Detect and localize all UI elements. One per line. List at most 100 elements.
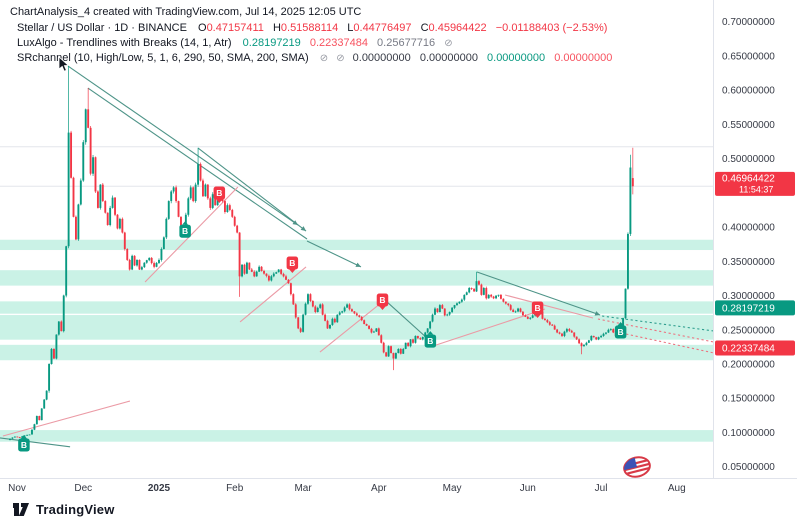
candle-body bbox=[490, 294, 493, 297]
candle-body bbox=[292, 294, 295, 305]
time-axis-label[interactable]: Dec bbox=[74, 483, 92, 494]
candle-body bbox=[526, 316, 529, 319]
candle-body bbox=[597, 337, 600, 340]
candle-body bbox=[573, 332, 576, 337]
ohlc-high-value: 0.51588114 bbox=[280, 22, 339, 34]
candle-body bbox=[72, 177, 75, 217]
candle-body bbox=[509, 305, 512, 310]
price-axis-label: 0.55000000 bbox=[722, 120, 775, 131]
bearish-break-label[interactable]: B bbox=[376, 293, 389, 310]
symbol-title[interactable]: Stellar / US Dollar · 1D · BINANCE bbox=[17, 22, 187, 34]
candle-body bbox=[495, 295, 498, 299]
time-axis-label[interactable]: 2025 bbox=[148, 483, 171, 494]
time-axis-label[interactable]: Mar bbox=[294, 483, 312, 494]
flag-sticker-icon[interactable] bbox=[620, 453, 654, 486]
trendline-arrowhead bbox=[300, 226, 307, 232]
bullish-break-label[interactable]: B bbox=[614, 322, 627, 339]
candle-body bbox=[443, 308, 446, 316]
candle-body bbox=[456, 303, 458, 306]
tradingview-logo[interactable]: TradingView bbox=[13, 502, 115, 517]
candle-body bbox=[434, 308, 436, 315]
candlestick-series bbox=[9, 65, 634, 441]
hidden-value-icon[interactable]: ⊘ bbox=[336, 53, 345, 64]
time-axis-area[interactable] bbox=[0, 479, 797, 528]
teal-trendline[interactable] bbox=[87, 87, 308, 240]
srchannel-legend[interactable]: SRchannel (10, High/Low, 5, 1, 6, 290, 5… bbox=[17, 52, 618, 64]
candle-body bbox=[172, 187, 175, 192]
candle-body bbox=[265, 273, 268, 276]
teal-trendline[interactable] bbox=[385, 300, 428, 339]
candle-body bbox=[631, 178, 634, 187]
luxalgo-legend[interactable]: LuxAlgo - Trendlines with Breaks (14, 1,… bbox=[17, 37, 458, 49]
candle-body bbox=[404, 342, 407, 349]
candle-body bbox=[507, 303, 510, 306]
candle-body bbox=[145, 260, 148, 263]
svg-text:0.22337484: 0.22337484 bbox=[722, 343, 775, 354]
hidden-value-icon[interactable]: ⊘ bbox=[319, 53, 329, 64]
bearish-break-label[interactable]: B bbox=[286, 256, 299, 274]
bullish-break-label[interactable]: B bbox=[18, 434, 30, 452]
teal-trendline[interactable] bbox=[0, 437, 71, 448]
bullish-break-label[interactable]: B bbox=[179, 221, 191, 238]
red-trendline[interactable] bbox=[429, 308, 546, 348]
red-trendline[interactable] bbox=[319, 298, 387, 353]
candle-body bbox=[106, 212, 109, 226]
candle-body bbox=[622, 318, 625, 326]
luxalgo-lower-value: 0.22337484 bbox=[309, 37, 368, 49]
candle-body bbox=[543, 318, 546, 321]
red-trendline[interactable] bbox=[239, 266, 307, 323]
teal-trendline[interactable] bbox=[67, 65, 299, 226]
svg-text:0.46964422: 0.46964422 bbox=[722, 173, 775, 184]
time-axis-label[interactable]: Nov bbox=[8, 483, 26, 494]
candle-body bbox=[575, 336, 578, 340]
red-trendline[interactable] bbox=[2, 400, 131, 437]
candle-body bbox=[380, 335, 383, 343]
hidden-value-icon[interactable]: ⊘ bbox=[444, 38, 453, 49]
bullish-break-label[interactable]: B bbox=[424, 331, 437, 348]
time-axis-label[interactable]: Jun bbox=[520, 483, 536, 494]
red-trendline-dashed[interactable] bbox=[597, 318, 715, 343]
luxalgo-title[interactable]: LuxAlgo - Trendlines with Breaks (14, 1,… bbox=[17, 37, 232, 49]
candle-body bbox=[79, 180, 82, 205]
candle-body bbox=[92, 157, 94, 174]
red-trendline[interactable] bbox=[144, 186, 239, 283]
candle-body bbox=[600, 335, 603, 338]
candle-body bbox=[111, 197, 114, 208]
svg-text:B: B bbox=[182, 226, 188, 236]
candle-body bbox=[216, 198, 219, 206]
time-axis-label[interactable]: Aug bbox=[668, 483, 686, 494]
candle-body bbox=[541, 311, 544, 319]
candle-body bbox=[104, 201, 107, 213]
candle-body bbox=[521, 311, 524, 316]
time-axis-label[interactable]: May bbox=[443, 483, 462, 494]
srchannel-title[interactable]: SRchannel (10, High/Low, 5, 1, 6, 290, 5… bbox=[17, 52, 309, 64]
candle-body bbox=[460, 299, 463, 302]
time-axis-label[interactable]: Feb bbox=[226, 483, 244, 494]
time-axis-label[interactable]: Jul bbox=[595, 483, 608, 494]
candle-body bbox=[580, 343, 583, 347]
candle-body bbox=[9, 438, 11, 440]
price-axis-label: 0.65000000 bbox=[722, 51, 775, 62]
bearish-break-label[interactable]: B bbox=[213, 186, 226, 204]
candle-body bbox=[311, 301, 314, 307]
candle-body bbox=[436, 308, 439, 312]
time-axis-label[interactable]: Apr bbox=[371, 483, 387, 494]
candle-body bbox=[285, 276, 287, 280]
ohlc-low-label: L bbox=[347, 22, 354, 34]
price-axis-area[interactable] bbox=[714, 0, 797, 528]
candle-body bbox=[548, 322, 551, 325]
candle-body bbox=[209, 198, 212, 208]
bearish-break-label[interactable]: B bbox=[531, 301, 544, 318]
teal-trendline[interactable] bbox=[476, 271, 601, 316]
red-trendline[interactable] bbox=[504, 294, 594, 319]
symbol-legend[interactable]: Stellar / US Dollar · 1D · BINANCE O0.47… bbox=[17, 22, 613, 34]
candle-body bbox=[578, 339, 581, 344]
svg-text:B: B bbox=[427, 336, 433, 346]
red-trendline-dashed[interactable] bbox=[611, 330, 715, 354]
teal-trendline[interactable] bbox=[306, 240, 362, 268]
teal-trendline[interactable] bbox=[197, 147, 307, 232]
candle-body bbox=[238, 232, 241, 277]
candle-body bbox=[250, 269, 253, 272]
